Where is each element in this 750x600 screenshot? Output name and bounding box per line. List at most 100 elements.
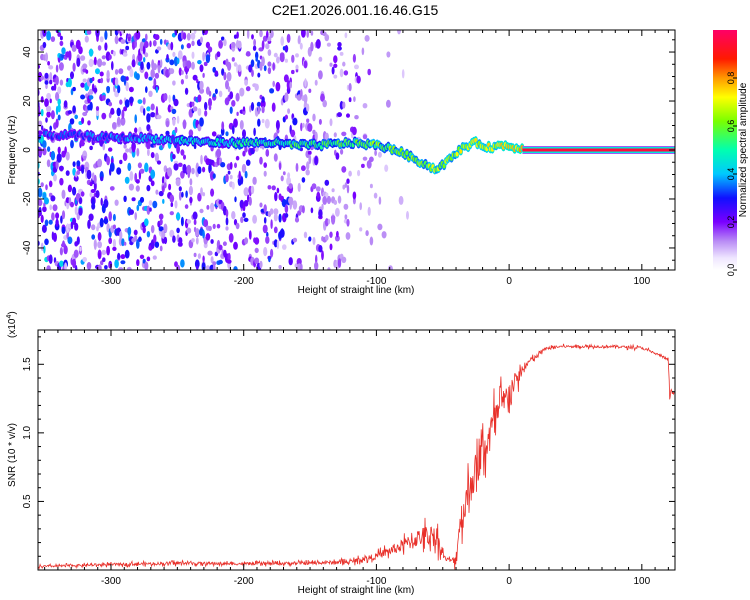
noise-cell xyxy=(180,79,184,85)
noise-cell xyxy=(343,70,349,76)
noise-cell xyxy=(356,75,361,84)
noise-cell xyxy=(212,223,216,229)
noise-cell xyxy=(359,227,363,232)
noise-cell xyxy=(367,68,372,76)
noise-cell xyxy=(226,71,232,82)
noise-cell xyxy=(131,197,136,202)
noise-cell xyxy=(359,202,363,211)
noise-cell xyxy=(268,256,271,263)
colorbar-tick-label: 0.8 xyxy=(726,72,736,85)
noise-cell xyxy=(266,30,269,39)
noise-cell xyxy=(284,92,289,102)
noise-cell xyxy=(112,122,117,129)
noise-cell xyxy=(327,267,331,270)
noise-cell xyxy=(92,76,95,82)
noise-cell xyxy=(38,130,43,135)
noise-cell xyxy=(314,156,319,166)
noise-cell xyxy=(144,52,149,58)
noise-cell xyxy=(296,258,302,266)
noise-cell xyxy=(150,112,156,118)
colorbar-gradient xyxy=(713,30,737,270)
noise-cell xyxy=(252,176,257,185)
noise-cell xyxy=(401,69,405,79)
noise-cell xyxy=(168,183,172,191)
noise-cell xyxy=(318,56,323,62)
noise-cell xyxy=(67,184,72,193)
noise-cell xyxy=(93,174,97,184)
noise-cell xyxy=(263,170,267,177)
noise-cell xyxy=(148,76,153,81)
noise-cell xyxy=(72,217,77,225)
noise-cell xyxy=(299,42,303,50)
noise-cell xyxy=(98,264,101,270)
noise-cell xyxy=(352,197,356,205)
noise-cell xyxy=(93,240,97,250)
noise-cell xyxy=(312,129,316,135)
noise-cell xyxy=(167,104,172,113)
noise-cell xyxy=(233,266,238,270)
noise-cell xyxy=(73,249,79,258)
noise-cell xyxy=(267,61,272,67)
noise-cell xyxy=(38,187,43,198)
noise-cell xyxy=(318,209,323,218)
noise-cell xyxy=(283,74,289,83)
noise-cell xyxy=(67,77,72,88)
noise-cell xyxy=(116,116,121,126)
noise-cell xyxy=(243,187,249,197)
noise-cell xyxy=(91,224,96,231)
noise-cell xyxy=(263,204,267,213)
colorbar-label: Normalized spectral amplitude xyxy=(738,82,749,217)
noise-cell xyxy=(286,33,291,44)
noise-cell xyxy=(381,231,387,239)
noise-cell xyxy=(114,77,119,86)
noise-cell xyxy=(88,88,94,95)
noise-cell xyxy=(242,106,246,112)
noise-cell xyxy=(60,215,63,224)
noise-cell xyxy=(346,184,350,194)
noise-cell xyxy=(76,160,81,167)
noise-cell xyxy=(178,67,182,76)
noise-cell xyxy=(263,162,268,168)
noise-cell xyxy=(59,177,64,186)
noise-cell xyxy=(65,170,70,176)
noise-cell xyxy=(184,87,189,95)
noise-cell xyxy=(352,191,357,200)
noise-cell xyxy=(173,163,179,171)
noise-cell xyxy=(44,219,49,227)
noise-cell xyxy=(337,112,342,118)
noise-cell xyxy=(135,30,141,40)
snr-frame xyxy=(37,329,676,571)
noise-cell xyxy=(207,46,213,53)
noise-cell xyxy=(156,46,162,51)
noise-cell xyxy=(318,245,323,253)
noise-cell xyxy=(163,223,168,233)
noise-cell xyxy=(88,48,94,57)
noise-cell xyxy=(333,200,338,205)
noise-cell xyxy=(302,122,305,128)
noise-cell xyxy=(73,175,79,182)
noise-cell xyxy=(74,206,78,216)
noise-cell xyxy=(287,172,291,179)
noise-cell xyxy=(50,195,56,202)
noise-cell xyxy=(348,83,352,92)
noise-cell xyxy=(203,219,209,228)
noise-cell xyxy=(185,190,188,198)
noise-cell xyxy=(88,213,94,221)
noise-cell xyxy=(331,188,335,193)
noise-cell xyxy=(204,101,208,111)
noise-cell xyxy=(82,257,87,262)
noise-cell xyxy=(79,246,82,252)
noise-cell xyxy=(164,182,167,189)
noise-cell xyxy=(40,242,44,252)
noise-cell xyxy=(195,228,200,237)
noise-cell xyxy=(83,154,87,161)
noise-cell xyxy=(343,203,349,210)
noise-cell xyxy=(208,97,212,108)
noise-cell xyxy=(114,259,119,269)
noise-cell xyxy=(325,192,329,197)
noise-cell xyxy=(49,79,53,85)
noise-cell xyxy=(199,64,204,73)
noise-cell xyxy=(191,238,195,243)
noise-cell xyxy=(233,62,238,67)
noise-cell xyxy=(342,61,346,67)
